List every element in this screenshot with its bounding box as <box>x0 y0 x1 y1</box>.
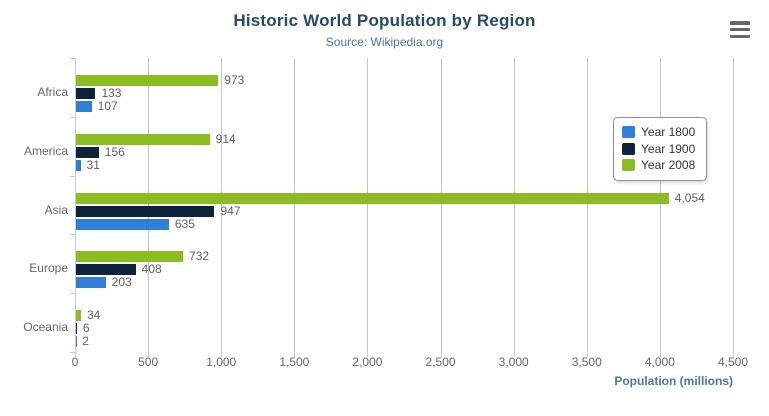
bar[interactable] <box>76 251 184 263</box>
bar[interactable] <box>76 88 96 99</box>
legend-item[interactable]: Year 1800 <box>622 124 695 141</box>
gridline <box>513 58 515 352</box>
legend: Year 1800 Year 1900 Year 2008 <box>613 117 708 181</box>
bar[interactable] <box>76 218 169 230</box>
x-axis-tick <box>148 352 150 357</box>
hamburger-bar <box>730 34 750 38</box>
category-label: Asia <box>44 202 68 217</box>
legend-marker-icon <box>622 159 635 172</box>
bar-value-label: 914 <box>215 131 236 146</box>
x-axis-title: Population (millions) <box>614 374 733 388</box>
gridline <box>659 58 661 352</box>
bar-value-label: 31 <box>86 157 100 172</box>
legend-label: Year 2008 <box>641 158 696 173</box>
bar[interactable] <box>76 159 81 171</box>
bar-value-label: 408 <box>141 262 162 277</box>
bar[interactable] <box>76 133 210 145</box>
x-axis-tick <box>221 352 223 357</box>
legend-item[interactable]: Year 1900 <box>622 141 695 158</box>
category-label: America <box>23 143 68 158</box>
category-axis-tick <box>70 175 76 177</box>
x-axis-tick-label: 0 <box>71 355 79 369</box>
x-axis-tick-label: 500 <box>138 355 159 369</box>
bar[interactable] <box>76 192 669 204</box>
bar-value-label: 635 <box>174 216 195 231</box>
bar[interactable] <box>76 310 81 322</box>
category-axis-tick <box>70 352 76 353</box>
gridline <box>367 58 369 352</box>
category-label: Oceania <box>23 320 68 335</box>
bar[interactable] <box>76 146 99 158</box>
gridline <box>148 58 150 352</box>
bar-value-label: 203 <box>111 275 132 290</box>
bar[interactable] <box>76 75 219 86</box>
gridline <box>294 58 296 352</box>
x-axis-tick <box>367 352 369 357</box>
x-axis-tick-label: 2,500 <box>425 355 456 369</box>
bar-value-label: 732 <box>189 249 210 264</box>
gridline <box>440 58 442 352</box>
x-axis-tick <box>659 352 661 357</box>
bar[interactable] <box>76 101 92 112</box>
hamburger-bar <box>730 21 750 25</box>
x-axis-tick-label: 1,000 <box>206 355 237 369</box>
x-axis-tick-label: 4,500 <box>717 355 749 369</box>
x-axis-tick <box>294 352 296 357</box>
legend-label: Year 1800 <box>641 125 696 140</box>
bar-value-label: 133 <box>101 86 122 100</box>
x-axis-tick <box>733 352 734 357</box>
x-axis-tick <box>586 352 588 357</box>
x-axis-tick-label: 4,000 <box>644 355 675 369</box>
legend-marker-icon <box>622 142 635 155</box>
chart-subtitle: Source: Wikipedia.org <box>325 35 444 49</box>
legend-marker-icon <box>622 126 635 139</box>
x-axis-tick <box>75 352 76 357</box>
legend-label: Year 1900 <box>641 141 696 156</box>
bar-value-label: 973 <box>224 73 245 87</box>
plot-area: 973 133 107 914 156 31 4,054 947 635 732 408 203 34 6… <box>75 58 734 352</box>
category-axis-tick <box>70 234 76 236</box>
legend-item[interactable]: Year 2008 <box>622 157 695 174</box>
x-axis-tick <box>513 352 515 357</box>
bar[interactable] <box>76 264 136 276</box>
hamburger-menu-icon[interactable] <box>730 21 750 38</box>
x-axis-tick-label: 3,000 <box>498 355 529 369</box>
chart-title: Historic World Population by Region <box>233 11 536 30</box>
hamburger-bar <box>730 27 750 32</box>
x-axis-tick <box>440 352 442 357</box>
bar-value-label: 4,054 <box>674 190 705 205</box>
gridline <box>586 58 588 352</box>
bar[interactable] <box>76 277 106 289</box>
x-axis-tick-label: 1,500 <box>279 355 310 369</box>
x-axis-tick-label: 2,000 <box>352 355 383 369</box>
bar-value-label: 6 <box>82 321 90 336</box>
bar-value-label: 34 <box>86 308 101 323</box>
gridline <box>221 58 223 352</box>
gridline <box>733 58 734 352</box>
bar-value-label: 156 <box>104 144 125 159</box>
bar-value-label: 2 <box>82 334 89 349</box>
category-axis-tick <box>70 116 76 118</box>
category-axis-tick <box>70 293 76 295</box>
bar[interactable] <box>76 205 215 217</box>
category-axis-tick <box>70 58 76 59</box>
category-label: Europe <box>29 261 68 276</box>
bar-value-label: 947 <box>220 203 241 218</box>
x-axis-tick-label: 3,500 <box>571 355 602 369</box>
bar-value-label: 107 <box>97 99 118 113</box>
category-label: Africa <box>37 85 68 99</box>
bar[interactable] <box>76 323 77 335</box>
